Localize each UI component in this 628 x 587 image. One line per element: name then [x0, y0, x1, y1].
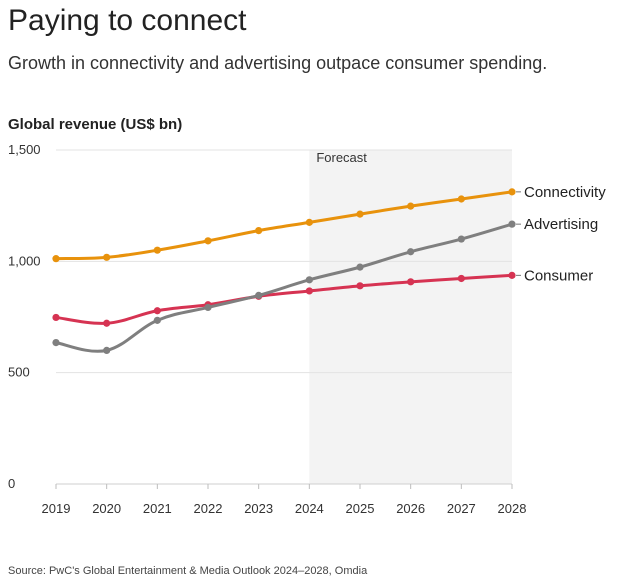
connectivity-point	[457, 195, 465, 203]
advertising-series-label: Advertising	[524, 216, 598, 233]
advertising-point	[204, 303, 212, 312]
source-note: Source: PwC's Global Entertainment & Med…	[8, 565, 368, 577]
y-tick-label: 500	[8, 365, 30, 380]
consumer-point	[356, 282, 364, 290]
connectivity-point	[255, 227, 263, 235]
consumer-point	[103, 319, 111, 327]
advertising-point	[255, 291, 263, 300]
advertising-point	[305, 276, 313, 284]
x-tick-label: 2021	[143, 501, 172, 516]
consumer-point	[305, 287, 313, 295]
y-axis-label: Global revenue (US$ bn)	[8, 116, 183, 133]
connectivity-point	[204, 237, 212, 245]
connectivity-point	[103, 253, 111, 261]
x-tick-label: 2025	[346, 501, 375, 516]
consumer-point	[457, 274, 465, 283]
y-tick-label: 1,000	[8, 253, 41, 268]
x-tick-label: 2020	[92, 501, 121, 516]
consumer-series-label: Consumer	[524, 267, 593, 284]
connectivity-point	[508, 188, 516, 196]
advertising-point	[508, 220, 516, 228]
connectivity-point	[52, 255, 60, 263]
forecast-region	[309, 150, 512, 484]
x-tick-label: 2024	[295, 501, 324, 516]
x-tick-label: 2026	[396, 501, 425, 516]
connectivity-line	[54, 190, 514, 261]
y-tick-label: 1,500	[8, 142, 41, 157]
consumer-point	[508, 271, 516, 279]
connectivity-series-label: Connectivity	[524, 184, 606, 201]
consumer-point	[52, 313, 60, 322]
advertising-point	[407, 248, 415, 256]
connectivity-point	[153, 246, 161, 254]
x-tick-label: 2022	[194, 501, 223, 516]
advertising-point	[356, 263, 364, 271]
consumer-point	[153, 307, 161, 315]
chart-subtitle: Growth in connectivity and advertising o…	[8, 53, 548, 73]
x-tick-label: 2028	[498, 501, 527, 516]
x-tick-label: 2023	[244, 501, 273, 516]
consumer-line	[54, 273, 514, 325]
advertising-line	[54, 222, 514, 353]
advertising-point	[153, 316, 161, 324]
connectivity-point	[305, 218, 313, 226]
chart-title: Paying to connect	[8, 4, 247, 37]
forecast-label: Forecast	[316, 150, 367, 165]
consumer-point	[407, 278, 415, 286]
advertising-point	[457, 235, 465, 243]
x-tick-label: 2019	[42, 501, 71, 516]
advertising-point	[52, 339, 60, 347]
advertising-point	[103, 346, 111, 354]
connectivity-point	[407, 202, 415, 210]
x-tick-label: 2027	[447, 501, 476, 516]
connectivity-point	[356, 210, 364, 218]
y-tick-label: 0	[8, 476, 15, 491]
